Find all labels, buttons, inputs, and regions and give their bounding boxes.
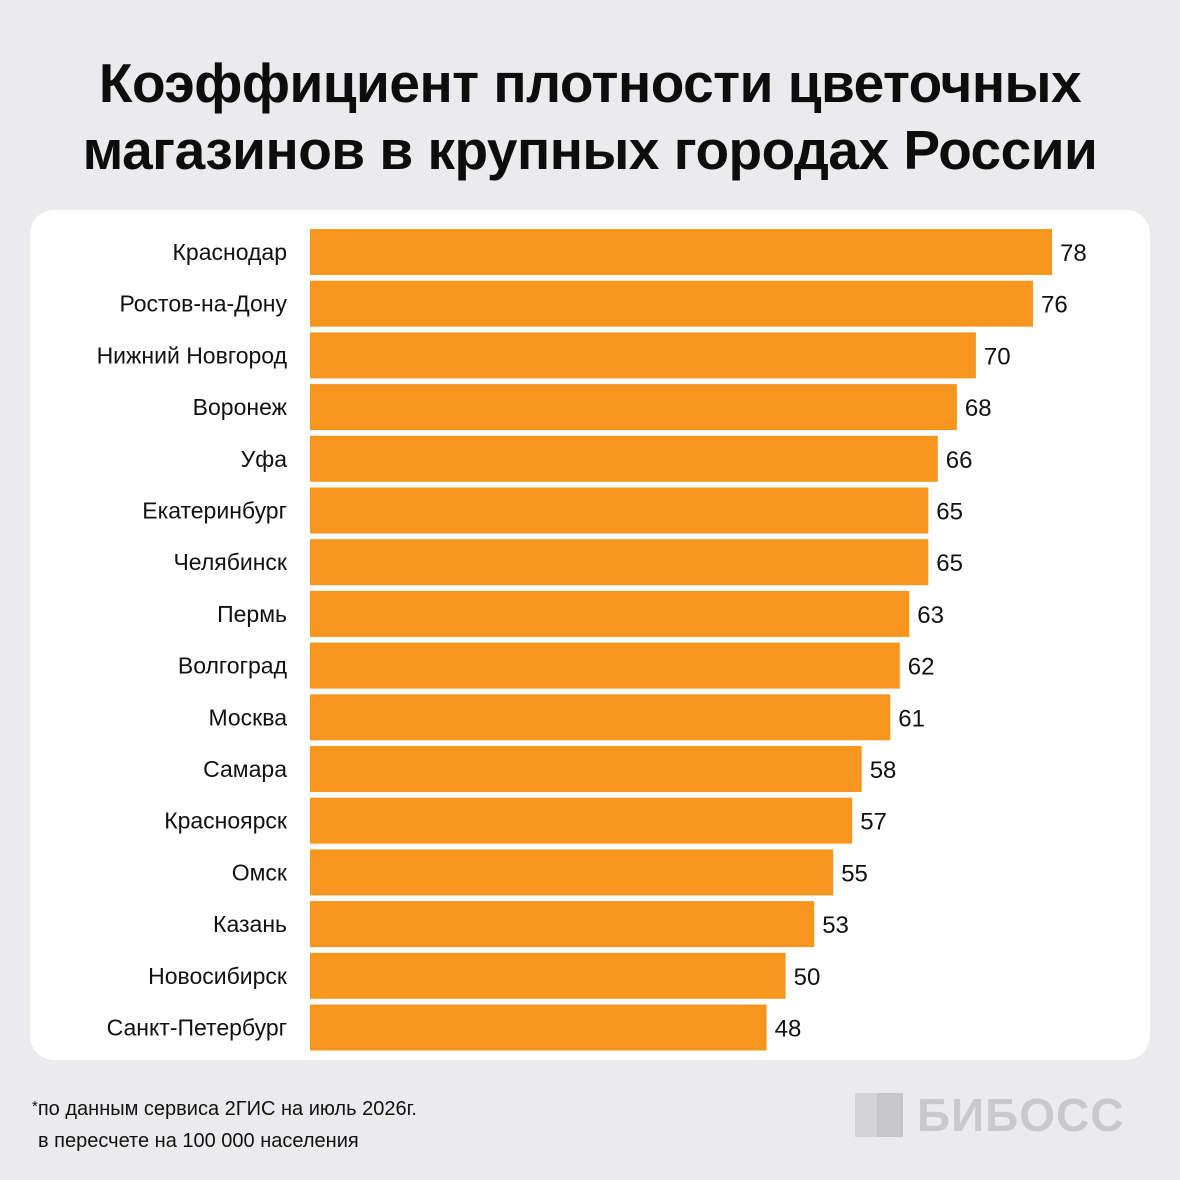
bar-6 — [310, 539, 929, 586]
category-label-3: Воронеж — [193, 394, 288, 420]
bars-group: Краснодар 78 Ростов-на-Дону 76 Нижний Новгор… — [97, 229, 1087, 1051]
bibos-logo-icon — [855, 1093, 903, 1137]
category-label-4: Уфа — [241, 446, 288, 472]
bar-0 — [310, 229, 1052, 275]
footnote-normalization: в пересчете на 100 000 населения — [38, 1130, 359, 1152]
value-label-8: 62 — [908, 654, 935, 681]
category-label-11: Красноярск — [164, 808, 288, 834]
footnote-asterisk: * — [32, 1098, 38, 1115]
bar-12 — [310, 849, 834, 896]
brand-logo-text: БИБОСС — [917, 1089, 1125, 1141]
value-label-11: 57 — [860, 809, 887, 836]
value-label-1: 76 — [1041, 292, 1068, 319]
value-label-12: 55 — [841, 860, 868, 887]
footnote-source: по данным сервиса 2ГИС на июль 2026г. — [37, 1098, 417, 1120]
value-label-0: 78 — [1060, 240, 1087, 267]
bar-4 — [310, 435, 938, 482]
category-label-12: Омск — [232, 859, 288, 885]
bar-3 — [310, 384, 957, 431]
bar-10 — [310, 746, 862, 792]
value-label-3: 68 — [965, 395, 992, 422]
bar-1 — [310, 280, 1033, 327]
value-label-10: 58 — [870, 757, 897, 784]
value-label-6: 65 — [936, 550, 963, 577]
category-label-15: Санкт-Петербург — [107, 1015, 287, 1041]
chart-title-line2: магазинов в крупных городах России — [82, 119, 1098, 181]
bar-7 — [310, 590, 910, 637]
bar-2 — [310, 332, 976, 379]
category-label-8: Волгоград — [178, 653, 288, 679]
bar-5 — [310, 487, 929, 534]
value-label-5: 65 — [936, 499, 963, 526]
value-label-2: 70 — [984, 343, 1011, 370]
bar-9 — [310, 694, 891, 741]
value-label-14: 50 — [794, 964, 821, 991]
category-label-9: Москва — [208, 704, 287, 730]
bar-13 — [310, 901, 815, 948]
chart-title: Коэффициент плотности цветочных магазино… — [0, 50, 1180, 184]
value-label-9: 61 — [898, 705, 925, 732]
value-label-4: 66 — [946, 447, 973, 474]
value-label-15: 48 — [775, 1016, 802, 1043]
bar-15 — [310, 1004, 767, 1051]
bar-11 — [310, 797, 853, 844]
brand-logo: БИБОСС — [855, 1089, 1125, 1141]
category-label-14: Новосибирск — [148, 963, 288, 989]
value-label-13: 53 — [822, 912, 849, 939]
category-label-13: Казань — [213, 911, 287, 937]
bar-8 — [310, 642, 900, 689]
category-label-1: Ростов-на-Дону — [119, 291, 287, 317]
category-label-7: Пермь — [217, 601, 287, 627]
bar-14 — [310, 952, 786, 999]
category-label-5: Екатеринбург — [142, 498, 287, 524]
category-label-6: Челябинск — [173, 549, 287, 575]
value-label-7: 63 — [917, 602, 944, 629]
category-label-10: Самара — [203, 756, 287, 782]
footnote: *по данным сервиса 2ГИС на июль 2026г. в… — [32, 1093, 417, 1157]
category-label-0: Краснодар — [173, 239, 287, 265]
chart-title-line1: Коэффициент плотности цветочных — [98, 52, 1082, 114]
category-label-2: Нижний Новгород — [97, 342, 288, 368]
